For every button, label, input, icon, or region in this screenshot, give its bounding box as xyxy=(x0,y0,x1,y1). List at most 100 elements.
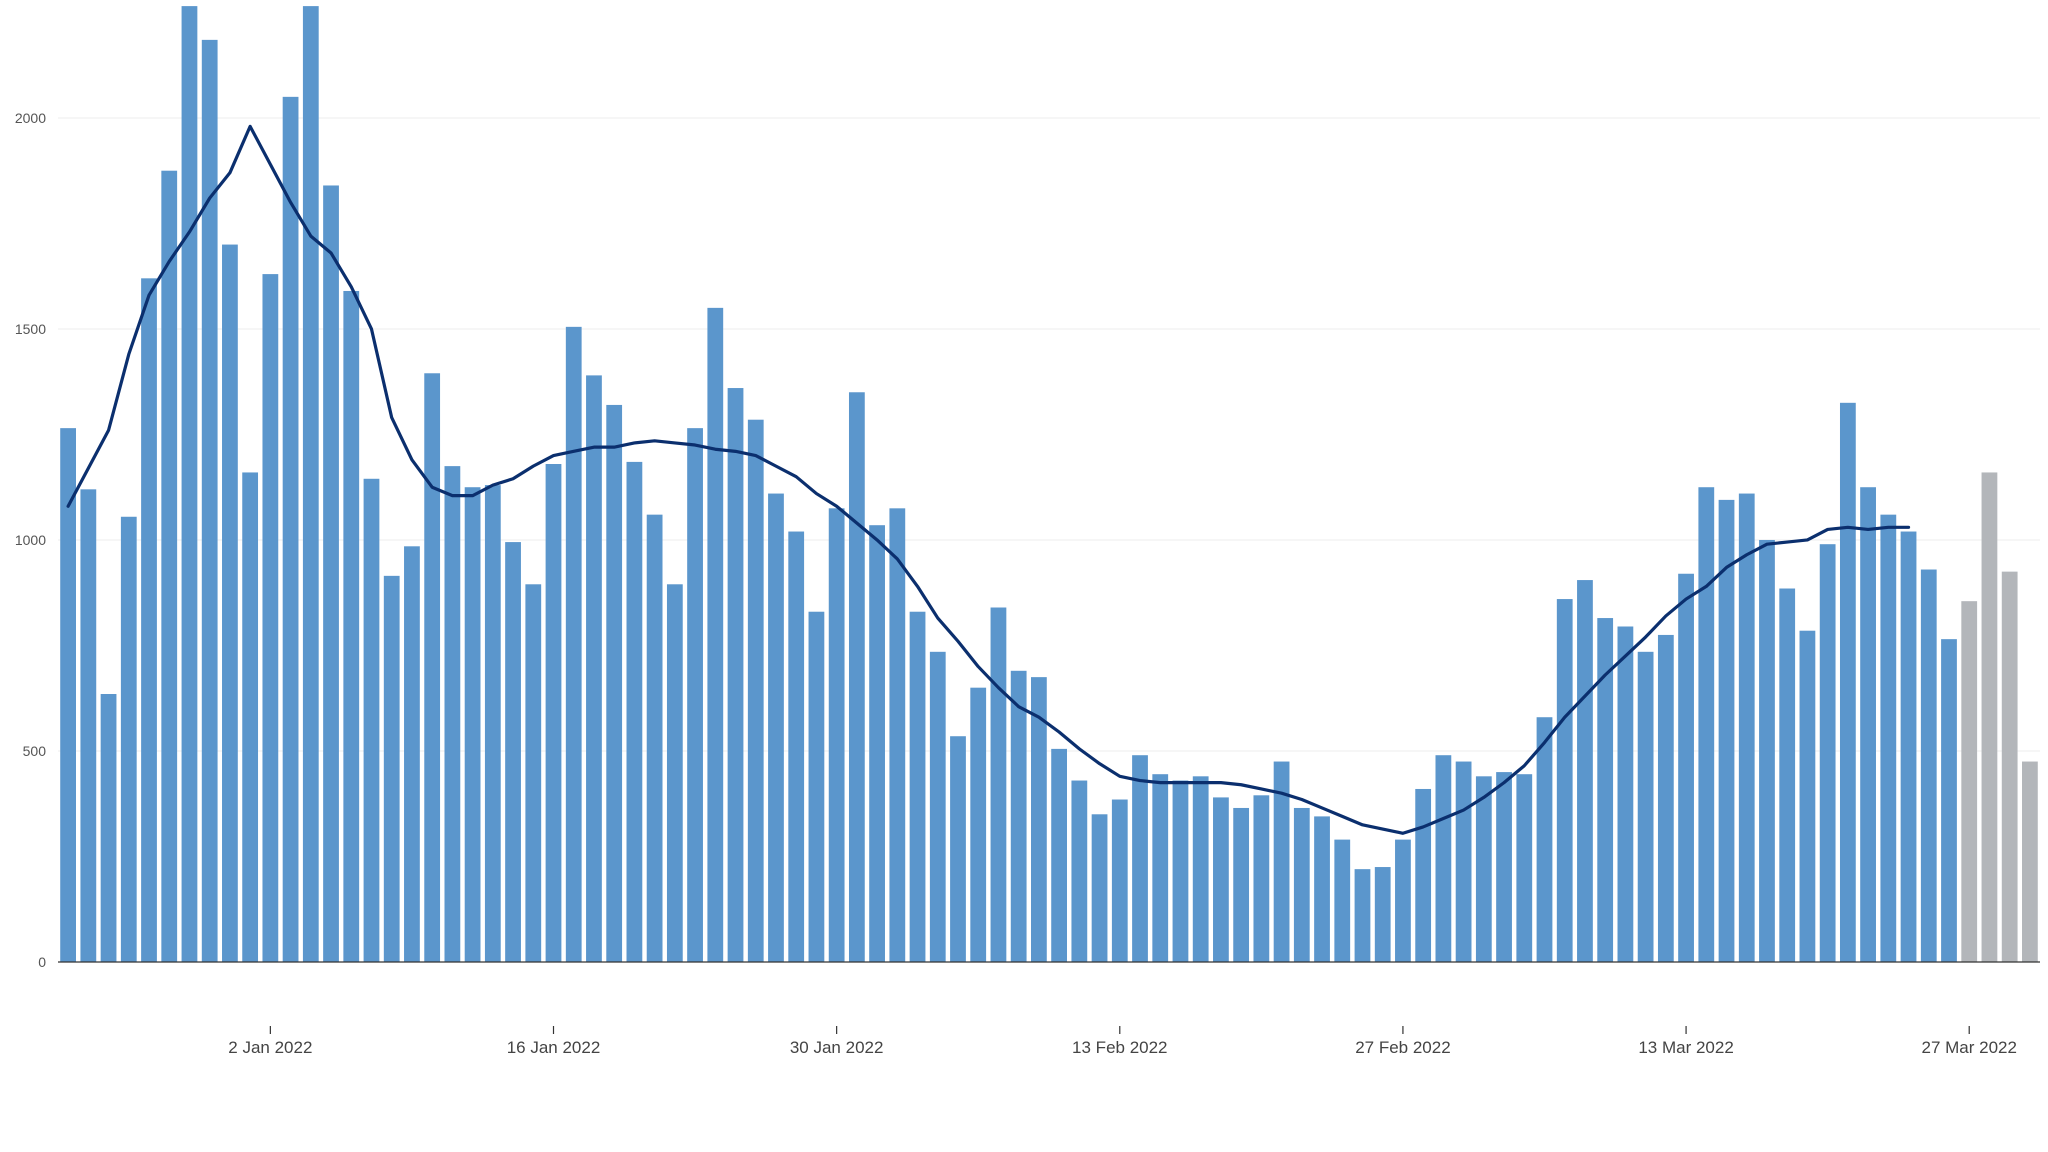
bar xyxy=(1657,634,1674,962)
bar xyxy=(626,461,643,962)
bar xyxy=(1091,814,1108,962)
bar xyxy=(60,428,76,962)
bar xyxy=(1293,807,1310,962)
bar xyxy=(1799,630,1816,962)
bar xyxy=(242,472,259,962)
bar xyxy=(929,651,946,962)
bar-incomplete xyxy=(1961,601,1978,962)
bar xyxy=(302,6,319,963)
bar xyxy=(545,464,562,962)
bar xyxy=(80,489,97,962)
bar xyxy=(201,39,218,963)
bar xyxy=(1759,539,1775,962)
bar xyxy=(1415,788,1432,962)
bar xyxy=(1819,544,1836,962)
bar xyxy=(484,485,501,962)
bar xyxy=(990,607,1007,962)
bar xyxy=(1111,799,1128,962)
bar xyxy=(687,428,703,962)
bar xyxy=(1617,626,1634,962)
bar-incomplete xyxy=(2001,571,2018,962)
bar xyxy=(343,290,360,963)
bar xyxy=(565,326,582,963)
bar xyxy=(646,514,663,962)
bar xyxy=(869,525,885,962)
y-tick-label: 500 xyxy=(23,743,47,759)
y-tick-label: 1000 xyxy=(15,532,46,548)
bar xyxy=(1253,795,1270,962)
bar xyxy=(181,6,198,963)
bar xyxy=(424,373,441,962)
axes: 0 500 1000 1500 2000 2 Jan 2022 16 Jan 2022 30 … xyxy=(15,110,2040,1057)
bar xyxy=(707,307,724,962)
bar xyxy=(1577,580,1593,962)
bar xyxy=(768,493,784,962)
x-tick-label: 13 Mar 2022 xyxy=(1638,1038,1733,1057)
bar xyxy=(848,392,865,962)
bar xyxy=(1516,774,1533,962)
bar xyxy=(1900,531,1917,962)
bar-series xyxy=(60,6,2038,963)
bar xyxy=(1637,651,1654,962)
bar xyxy=(828,508,845,962)
bar xyxy=(262,274,279,963)
bar xyxy=(120,516,137,962)
bar xyxy=(1031,677,1047,962)
bar xyxy=(1233,807,1250,962)
bar xyxy=(1334,839,1351,962)
y-tick-label: 2000 xyxy=(15,110,46,126)
bar xyxy=(383,575,400,962)
bar xyxy=(1273,761,1290,962)
bar xyxy=(525,584,542,962)
bar xyxy=(909,611,926,962)
bar xyxy=(1678,573,1694,962)
bar xyxy=(1860,487,1876,962)
bar xyxy=(141,278,157,962)
bar xyxy=(1314,816,1330,962)
bar xyxy=(1779,588,1796,962)
bar xyxy=(606,404,623,962)
bar-incomplete xyxy=(1981,472,1998,962)
bar xyxy=(1132,755,1148,962)
bar xyxy=(808,611,825,962)
bar xyxy=(1536,717,1553,962)
bar xyxy=(505,542,521,962)
bar xyxy=(1839,402,1856,962)
bar xyxy=(161,170,178,962)
x-tick-label: 27 Feb 2022 xyxy=(1355,1038,1450,1057)
bar xyxy=(727,388,744,962)
bar xyxy=(363,478,380,962)
bar xyxy=(282,96,299,963)
bar xyxy=(1597,618,1614,962)
average-line xyxy=(66,124,1911,835)
bar xyxy=(1698,487,1715,962)
bar xyxy=(444,466,461,962)
x-tick-label: 16 Jan 2022 xyxy=(507,1038,601,1057)
bar xyxy=(323,185,339,963)
bar xyxy=(404,546,420,962)
y-tick-label: 1500 xyxy=(15,321,46,337)
bar xyxy=(1475,776,1492,962)
bar xyxy=(1374,867,1391,962)
bar xyxy=(1496,772,1512,962)
bar xyxy=(1718,499,1735,962)
bar xyxy=(222,244,238,962)
bar xyxy=(586,375,602,962)
bar xyxy=(666,584,683,962)
bar xyxy=(100,694,117,962)
bar xyxy=(1152,774,1169,962)
bar xyxy=(1435,755,1452,962)
bar xyxy=(950,736,966,962)
average-line-series xyxy=(66,124,1911,835)
bar xyxy=(1880,514,1897,962)
bar xyxy=(1071,780,1088,962)
bar xyxy=(1455,761,1472,962)
bar xyxy=(1395,839,1411,962)
x-tick-label: 13 Feb 2022 xyxy=(1072,1038,1167,1057)
bar xyxy=(1920,569,1937,962)
x-tick-label: 27 Mar 2022 xyxy=(1921,1038,2016,1057)
bar xyxy=(1213,797,1229,962)
bar xyxy=(788,531,805,962)
y-tick-label: 0 xyxy=(38,954,46,970)
